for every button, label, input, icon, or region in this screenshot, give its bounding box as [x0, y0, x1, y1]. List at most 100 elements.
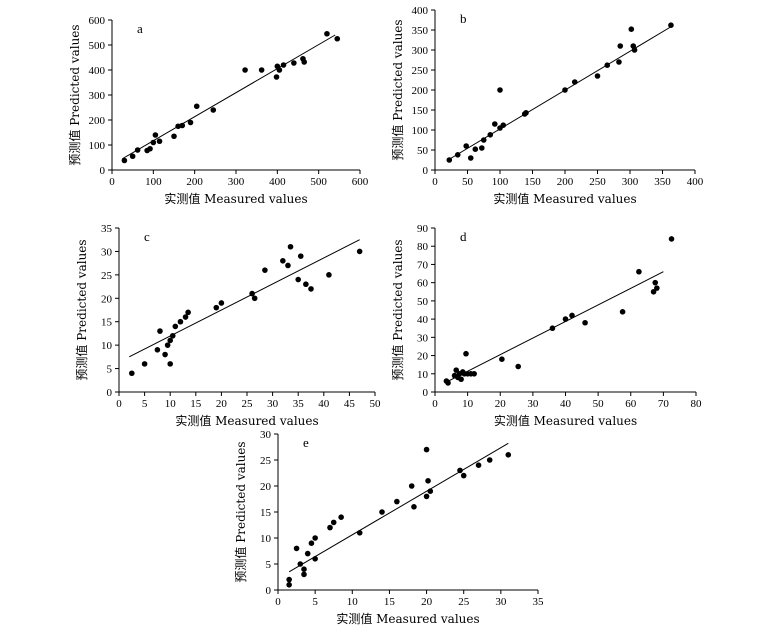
x-tick-label: 20 — [216, 398, 228, 410]
data-point — [177, 318, 184, 325]
x-tick-label: 5 — [312, 596, 318, 608]
data-point — [445, 380, 451, 386]
data-point — [179, 122, 186, 129]
data-point — [356, 248, 363, 255]
data-point — [258, 67, 265, 73]
data-point — [460, 472, 467, 479]
x-tick-label: 300 — [228, 176, 245, 188]
y-tick-label: 50 — [417, 296, 429, 308]
x-tick-label: 400 — [269, 176, 286, 188]
y-tick-label: 5 — [266, 559, 272, 571]
y-tick-label: 0 — [423, 165, 429, 177]
x-tick-label: 40 — [318, 398, 330, 410]
y-tick-label: 400 — [412, 5, 429, 17]
x-tick-label: 0 — [432, 398, 438, 410]
y-tick-label: 0 — [266, 585, 272, 597]
x-tick-label: 25 — [458, 596, 470, 608]
y-axis-label: 预测值 Predicted values — [390, 19, 405, 160]
data-point — [453, 367, 460, 373]
x-tick-label: 20 — [421, 596, 433, 608]
x-tick-label: 70 — [658, 398, 670, 410]
data-point — [631, 47, 638, 53]
y-tick-label: 70 — [417, 259, 429, 271]
fit-line — [122, 34, 336, 160]
x-axis-label: 实测值 Measured values — [164, 191, 307, 206]
y-tick-label: 100 — [412, 125, 429, 137]
data-point — [487, 132, 494, 138]
data-point — [286, 582, 292, 588]
x-tick-label: 150 — [524, 176, 541, 188]
data-point — [301, 59, 308, 65]
data-point — [549, 325, 556, 332]
data-point — [652, 279, 659, 286]
data-point — [594, 73, 601, 79]
panel-c: 0 5 10 15 20 25 30 35 40 45 50 0 5 10 15 20 25 30 35 c 实测值 M… — [74, 223, 381, 428]
data-point — [467, 155, 474, 161]
y-axis-label: 预测值 Predicted values — [233, 441, 248, 582]
data-point — [308, 540, 315, 546]
data-point — [301, 571, 307, 578]
data-point — [356, 530, 363, 536]
x-tick-label: 80 — [691, 398, 703, 410]
y-tick-label: 300 — [89, 90, 106, 102]
data-point — [172, 323, 179, 330]
data-point — [171, 133, 177, 140]
data-point — [569, 312, 575, 319]
data-point — [654, 285, 660, 291]
data-point — [150, 139, 157, 146]
y-tick-label: 400 — [89, 65, 106, 77]
data-point — [423, 493, 430, 500]
data-point — [326, 272, 332, 278]
data-point — [167, 361, 173, 367]
data-point — [475, 462, 482, 469]
x-axis-label: 实测值 Measured values — [336, 611, 479, 626]
data-point — [523, 110, 529, 116]
data-point — [210, 107, 217, 113]
data-point — [287, 243, 294, 250]
data-point — [505, 452, 512, 458]
data-point — [295, 276, 302, 283]
data-point — [154, 347, 161, 353]
data-point — [242, 67, 248, 73]
x-tick-label: 0 — [109, 176, 115, 188]
data-point — [458, 376, 464, 383]
data-point — [182, 314, 189, 320]
data-point — [571, 79, 578, 85]
x-tick-label: 15 — [384, 596, 396, 608]
data-point — [515, 363, 521, 370]
y-tick-label: 40 — [417, 314, 429, 326]
data-point — [408, 483, 415, 489]
data-point — [286, 576, 292, 583]
x-tick-label: 200 — [557, 176, 574, 188]
y-tick-label: 10 — [101, 340, 113, 352]
data-point — [604, 62, 611, 68]
x-axis-label: 实测值 Measured values — [493, 191, 636, 206]
y-axis-label: 预测值 Predicted values — [74, 239, 89, 380]
data-point — [297, 253, 304, 259]
y-tick-label: 0 — [100, 165, 106, 177]
y-tick-label: 0 — [107, 387, 113, 399]
y-tick-label: 250 — [412, 65, 429, 77]
x-axis-label: 实测值 Measured values — [175, 413, 318, 428]
data-point — [668, 236, 675, 242]
y-tick-label: 300 — [412, 45, 429, 57]
x-tick-label: 200 — [186, 176, 203, 188]
data-point — [193, 103, 200, 110]
data-point — [312, 556, 318, 562]
panel-a: 0 100 200 300 400 500 600 0 100 200 300 400 500 600 a 实… — [67, 15, 369, 206]
data-point — [156, 138, 163, 145]
y-tick-label: 20 — [101, 293, 113, 305]
y-tick-label: 350 — [412, 25, 429, 37]
panel-letter: e — [303, 435, 309, 450]
y-tick-label: 60 — [417, 278, 429, 290]
x-tick-label: 500 — [310, 176, 327, 188]
x-tick-label: 50 — [593, 398, 605, 410]
x-tick-label: 60 — [625, 398, 637, 410]
x-tick-label: 35 — [293, 398, 305, 410]
y-tick-label: 35 — [101, 223, 113, 235]
y-tick-label: 20 — [417, 351, 429, 363]
data-point — [134, 147, 141, 153]
data-point — [499, 356, 505, 363]
y-tick-label: 10 — [260, 533, 272, 545]
x-tick-label: 100 — [492, 176, 509, 188]
